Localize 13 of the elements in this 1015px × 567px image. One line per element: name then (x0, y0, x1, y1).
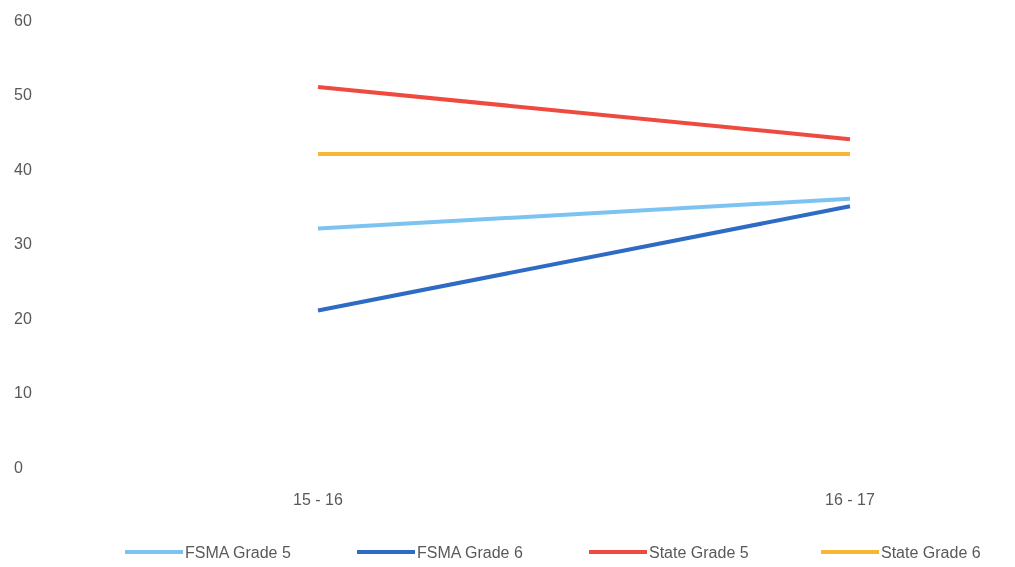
y-tick-label: 60 (14, 11, 32, 29)
y-tick-label: 20 (14, 309, 32, 327)
legend-label: State Grade 5 (649, 543, 749, 561)
legend-label: FSMA Grade 5 (185, 543, 291, 561)
x-tick-label: 16 - 17 (825, 491, 876, 508)
y-tick-label: 0 (14, 458, 23, 476)
x-tick-label: 15 - 16 (293, 491, 344, 508)
y-tick-label: 40 (14, 160, 32, 178)
legend-label: State Grade 6 (881, 543, 981, 561)
y-tick-label: 30 (14, 235, 32, 253)
y-tick-label: 50 (14, 86, 32, 104)
y-tick-label: 10 (14, 384, 32, 402)
legend-label: FSMA Grade 6 (417, 543, 523, 561)
